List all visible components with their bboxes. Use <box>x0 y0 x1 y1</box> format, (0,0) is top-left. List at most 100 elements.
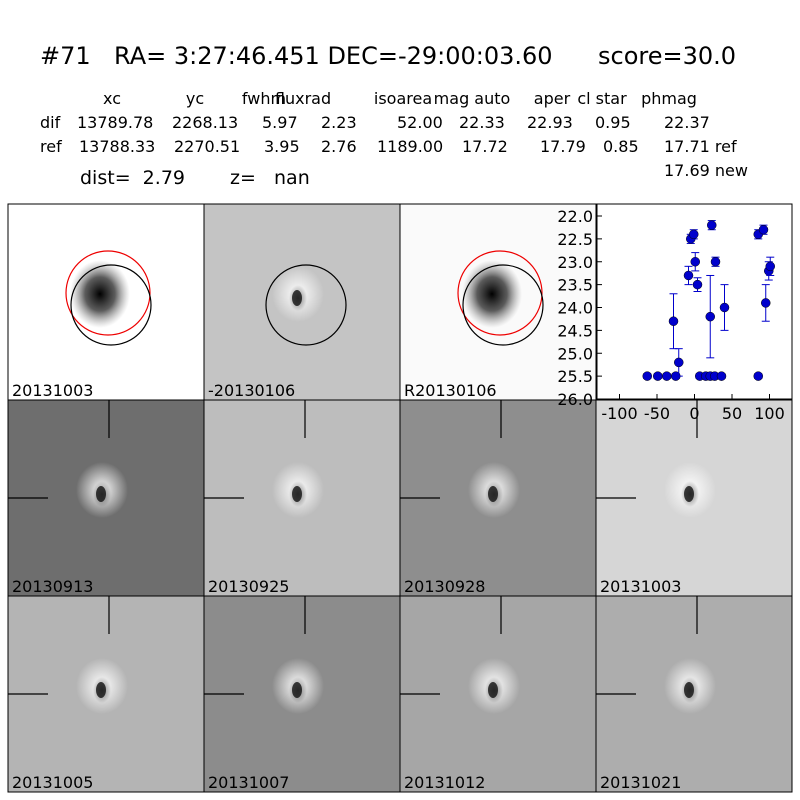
stamp-label: 20131021 <box>600 773 681 792</box>
y-tick-label: 22.5 <box>557 230 593 249</box>
table-cell: ref <box>40 137 62 156</box>
table-cell: 2.76 <box>321 137 357 156</box>
table-cell: 1189.00 <box>377 137 443 156</box>
stamp: 20131003 <box>7 203 205 401</box>
y-tick-label: 23.0 <box>557 253 593 272</box>
stamp: 20130928 <box>399 399 597 597</box>
point <box>761 298 771 308</box>
stamp-label: R20130106 <box>404 381 497 400</box>
dif-circle <box>265 264 347 346</box>
stamp: -20130106 <box>203 203 401 401</box>
point <box>753 371 763 381</box>
x-tick-label: -100 <box>601 404 637 423</box>
point <box>765 261 775 272</box>
point <box>719 302 730 313</box>
table-cell: 17.79 <box>540 137 586 156</box>
y-tick-label: 22.0 <box>557 207 593 226</box>
stamp-label: 20130925 <box>208 577 289 596</box>
stamp: 20131007 <box>203 595 401 793</box>
point <box>710 257 721 267</box>
point <box>707 220 717 230</box>
table-cell: 17.71 ref <box>664 137 737 156</box>
stamp-label: 20130928 <box>404 577 485 596</box>
table-cell: 52.00 <box>397 113 443 132</box>
column-header: fwhm <box>242 89 286 108</box>
column-header: isoarea <box>374 89 432 108</box>
stamp-label: 20131003 <box>12 381 93 400</box>
dif-circle <box>462 264 544 346</box>
x-tick-label: -50 <box>644 404 670 423</box>
column-header: mag auto <box>434 89 511 108</box>
column-header: xc <box>103 89 121 108</box>
stamp: R20130106 <box>399 203 597 401</box>
table-cell: 5.97 <box>262 113 298 132</box>
y-tick-label: 24.5 <box>557 321 593 340</box>
point <box>716 371 727 381</box>
y-tick-label: 23.5 <box>557 276 593 295</box>
residual-core <box>684 682 694 698</box>
point <box>668 316 679 326</box>
point <box>662 371 672 381</box>
stamp-label: -20130106 <box>208 381 295 400</box>
ref-circle <box>65 250 151 336</box>
residual-core <box>96 682 106 698</box>
table-cell: 22.37 <box>664 113 710 132</box>
residual-core <box>488 682 498 698</box>
stamp-label: 20130913 <box>12 577 93 596</box>
column-header: fluxrad <box>275 89 331 108</box>
table-cell: 0.85 <box>603 137 639 156</box>
residual-core <box>488 486 498 502</box>
table-cell: 2.23 <box>321 113 357 132</box>
candidate-id: #71 <box>40 42 91 70</box>
phmag-new: 17.69 new <box>664 161 748 180</box>
y-tick-label: 25.5 <box>557 367 593 386</box>
point <box>692 279 703 290</box>
table-cell: 2268.13 <box>172 113 238 132</box>
stamp: 20131021 <box>595 595 793 793</box>
table-cell: 13788.33 <box>79 137 155 156</box>
score: score=30.0 <box>598 42 736 70</box>
y-tick-label: 24.0 <box>557 299 593 318</box>
y-tick-label: 25.0 <box>557 344 593 363</box>
point <box>689 229 699 240</box>
point <box>758 224 769 235</box>
table-cell: 0.95 <box>595 113 631 132</box>
residual-core <box>292 290 302 306</box>
stamp-label: 20131005 <box>12 773 93 792</box>
x-tick-label: 100 <box>754 404 785 423</box>
table-cell: 3.95 <box>264 137 300 156</box>
point <box>642 371 652 381</box>
stamp: 20130913 <box>7 399 205 597</box>
stamp: 20131003 <box>595 399 793 597</box>
source <box>70 260 130 328</box>
table-cell: 13789.78 <box>77 113 153 132</box>
x-tick-label: 0 <box>689 404 699 423</box>
stamp-label: 20131007 <box>208 773 289 792</box>
stamp-label: 20131012 <box>404 773 485 792</box>
residual-core <box>96 486 106 502</box>
point <box>653 371 663 381</box>
stamp: 20131012 <box>399 595 597 793</box>
table-cell: dif <box>40 113 61 132</box>
stamp: 20131005 <box>7 595 205 793</box>
coordinates: RA= 3:27:46.451 DEC=-29:00:03.60 <box>114 42 553 70</box>
table-cell: 22.93 <box>527 113 573 132</box>
table-cell: 22.33 <box>459 113 505 132</box>
y-tick-label: 26.0 <box>557 390 593 409</box>
point <box>683 270 694 281</box>
residual-core <box>292 682 302 698</box>
residual-core <box>292 486 302 502</box>
dif-circle <box>70 264 152 346</box>
column-header: cl star <box>577 89 627 108</box>
ref-circle <box>457 250 543 336</box>
column-header: yc <box>186 89 204 108</box>
dist: dist= 2.79 <box>80 167 185 189</box>
point <box>690 257 700 267</box>
table-cell: 2270.51 <box>174 137 240 156</box>
x-tick-label: 50 <box>722 404 742 423</box>
point <box>705 311 715 322</box>
table-cell: 17.72 <box>462 137 508 156</box>
z: z= nan <box>230 167 310 189</box>
source <box>462 260 522 328</box>
